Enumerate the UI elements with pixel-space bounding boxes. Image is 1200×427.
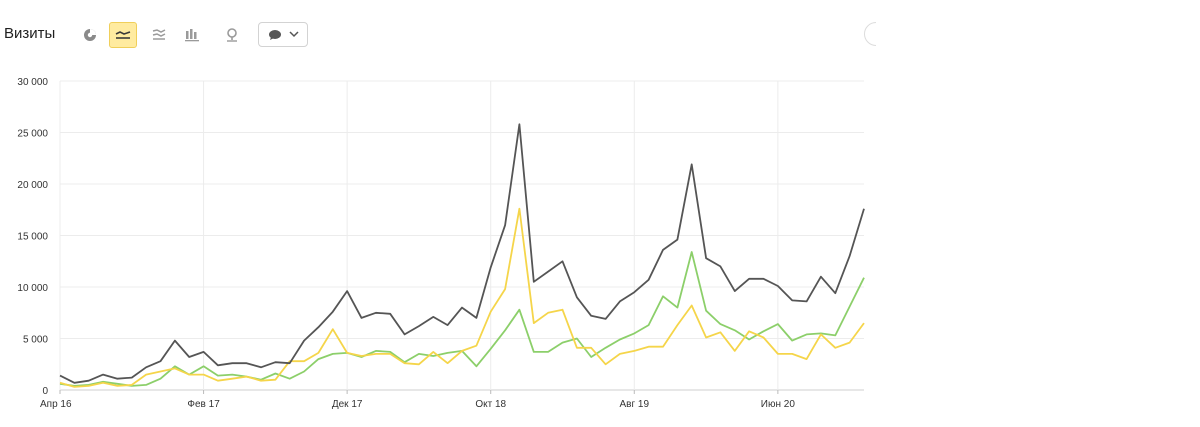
x-tick-label: Авг 19 [620, 399, 650, 410]
chevron-down-icon [288, 31, 299, 38]
visits-line-chart: 0 5 000 10 000 15 000 20 000 25 000 30 000 Апр … [17, 77, 865, 410]
y-tick-label: 5 000 [23, 335, 48, 346]
x-tick-label: Окт 18 [475, 399, 506, 410]
y-tick-label: 20 000 [17, 180, 48, 191]
bar-chart-button[interactable] [178, 22, 206, 48]
map-pin-icon [227, 28, 237, 42]
pie-chart-button[interactable] [76, 22, 104, 48]
line-chart-button[interactable] [109, 22, 137, 48]
x-tick-label: Фев 17 [187, 399, 220, 410]
annotations-dropdown[interactable] [258, 22, 308, 47]
chart-title: Визиты [4, 25, 56, 42]
y-tick-label: 10 000 [17, 283, 48, 294]
series-line-1 [59, 251, 865, 387]
bar-chart-icon [185, 29, 199, 42]
pie-chart-icon [84, 29, 96, 41]
chart-toolbar: Визиты [0, 22, 880, 50]
line-chart-icon [115, 31, 131, 39]
y-tick-label: 0 [42, 386, 48, 397]
y-tick-label: 25 000 [17, 129, 48, 140]
speech-bubble-icon [268, 29, 281, 40]
y-tick-label: 30 000 [17, 77, 48, 88]
y-tick-label: 15 000 [17, 232, 48, 243]
x-tick-label: Апр 16 [40, 399, 72, 410]
x-tick-label: Июн 20 [761, 399, 796, 410]
series-line-0 [59, 123, 865, 384]
series-line-2 [59, 207, 865, 388]
area-chart-button[interactable] [145, 22, 173, 48]
area-chart-icon [152, 29, 166, 40]
map-button[interactable] [218, 22, 246, 48]
round-control-button[interactable] [864, 22, 876, 46]
x-tick-label: Дек 17 [332, 399, 363, 410]
